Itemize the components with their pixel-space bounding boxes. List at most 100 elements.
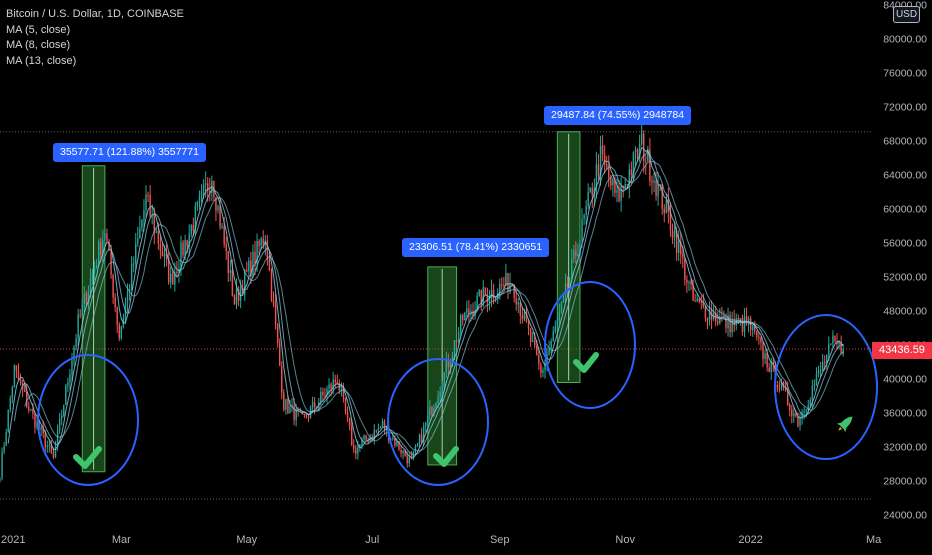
candle-body bbox=[56, 430, 59, 447]
candle-body bbox=[102, 239, 104, 255]
candle-body bbox=[357, 446, 359, 454]
candle-body bbox=[385, 426, 388, 430]
candle-body bbox=[745, 316, 748, 325]
ma-13-legend[interactable]: MA (13, close) bbox=[6, 54, 77, 67]
candle-body bbox=[40, 427, 42, 430]
price-tick-label: 36000.00 bbox=[883, 407, 927, 419]
candle-body bbox=[258, 240, 260, 246]
currency-badge[interactable]: USD bbox=[893, 6, 920, 23]
candle-body bbox=[499, 284, 501, 294]
candle-body bbox=[165, 253, 168, 259]
candle-body bbox=[768, 367, 770, 373]
candle-body bbox=[778, 388, 781, 390]
candle-body bbox=[823, 361, 826, 364]
price-tick-label: 24000.00 bbox=[883, 509, 927, 521]
candle-body bbox=[758, 336, 760, 338]
candle-body bbox=[149, 195, 151, 216]
candle-body bbox=[784, 387, 787, 390]
candle-body bbox=[54, 446, 57, 458]
candle-body bbox=[135, 243, 137, 264]
candle-body bbox=[176, 271, 178, 273]
candle-body bbox=[420, 434, 423, 443]
time-axis[interactable]: 2021 Mar May Jul Sep Nov 2022 Ma bbox=[1, 534, 882, 546]
candle-body bbox=[733, 319, 735, 326]
candle-body bbox=[186, 240, 188, 247]
candle-body bbox=[367, 439, 369, 443]
candle-body bbox=[266, 240, 269, 260]
candle-body bbox=[751, 325, 754, 331]
candle-body bbox=[462, 315, 464, 321]
candle-body bbox=[408, 457, 410, 464]
ma-5-legend[interactable]: MA (5, close) bbox=[6, 23, 71, 36]
candle-body bbox=[435, 403, 437, 408]
candle-body bbox=[46, 446, 49, 448]
reference-lines bbox=[0, 131, 872, 500]
candle-body bbox=[663, 208, 666, 214]
symbol-title[interactable]: Bitcoin / U.S. Dollar, 1D, COINBASE bbox=[6, 8, 184, 20]
candle-body bbox=[659, 184, 661, 186]
candle-body bbox=[688, 282, 690, 284]
candle-body bbox=[311, 402, 314, 408]
candle-body bbox=[381, 421, 384, 427]
candle-body bbox=[377, 427, 380, 431]
candle-body bbox=[270, 270, 273, 300]
candle-body bbox=[585, 205, 587, 215]
ma-5-line bbox=[7, 146, 844, 459]
candle-body bbox=[313, 402, 316, 408]
candle-body bbox=[548, 348, 550, 355]
highlight-circle-1 bbox=[37, 354, 139, 486]
candle-body bbox=[443, 372, 445, 388]
candle-body bbox=[653, 180, 655, 183]
candle-body bbox=[15, 365, 18, 371]
candle-body bbox=[795, 413, 797, 416]
candle-body bbox=[404, 450, 406, 456]
candle-body bbox=[677, 241, 680, 253]
candle-body bbox=[79, 314, 81, 316]
candle-body bbox=[805, 409, 807, 412]
candle-body bbox=[494, 297, 497, 299]
check-icon bbox=[573, 352, 599, 373]
candle-body bbox=[523, 312, 526, 320]
ma-8-legend[interactable]: MA (8, close) bbox=[6, 39, 71, 51]
time-tick-label: Ma bbox=[866, 534, 882, 546]
candle-body bbox=[50, 444, 53, 453]
candle-body bbox=[605, 164, 608, 168]
candle-body bbox=[332, 379, 334, 389]
highlight-circle-4 bbox=[774, 314, 878, 460]
candle-body bbox=[276, 324, 279, 344]
candle-body bbox=[686, 279, 688, 283]
candle-body bbox=[412, 452, 415, 460]
candle-body bbox=[466, 308, 468, 313]
measurement-label-3[interactable]: 29487.84 (74.55%) 2948784 bbox=[544, 106, 692, 125]
candle-body bbox=[538, 355, 540, 365]
candle-body bbox=[285, 399, 287, 410]
candle-body bbox=[721, 316, 723, 318]
measurement-label-2[interactable]: 23306.51 (78.41%) 2330651 bbox=[402, 238, 550, 257]
measurement-label-1[interactable]: 35577.71 (121.88%) 3557771 bbox=[53, 143, 206, 162]
candle-body bbox=[791, 409, 793, 417]
candle-body bbox=[640, 133, 643, 144]
candle-body bbox=[706, 317, 709, 321]
candle-body bbox=[616, 190, 618, 193]
price-tick-label: 56000.00 bbox=[883, 237, 927, 249]
candle-body bbox=[36, 422, 38, 428]
candle-body bbox=[184, 240, 186, 256]
candle-body bbox=[667, 200, 670, 213]
candle-body bbox=[305, 414, 308, 417]
candle-body bbox=[478, 289, 480, 296]
candle-body bbox=[552, 331, 554, 341]
price-axis[interactable]: 84000.00 80000.00 76000.00 72000.00 68000.00… bbox=[883, 0, 927, 521]
candle-body bbox=[599, 145, 602, 176]
candle-body bbox=[554, 326, 557, 332]
candle-body bbox=[281, 366, 283, 393]
candle-body bbox=[359, 444, 361, 447]
candle-body bbox=[268, 259, 271, 271]
candle-body bbox=[303, 413, 306, 415]
candle-body bbox=[291, 405, 293, 407]
candle-body bbox=[365, 435, 367, 440]
candle-body bbox=[26, 391, 28, 407]
candle-body bbox=[155, 231, 158, 233]
candle-body bbox=[484, 287, 487, 296]
